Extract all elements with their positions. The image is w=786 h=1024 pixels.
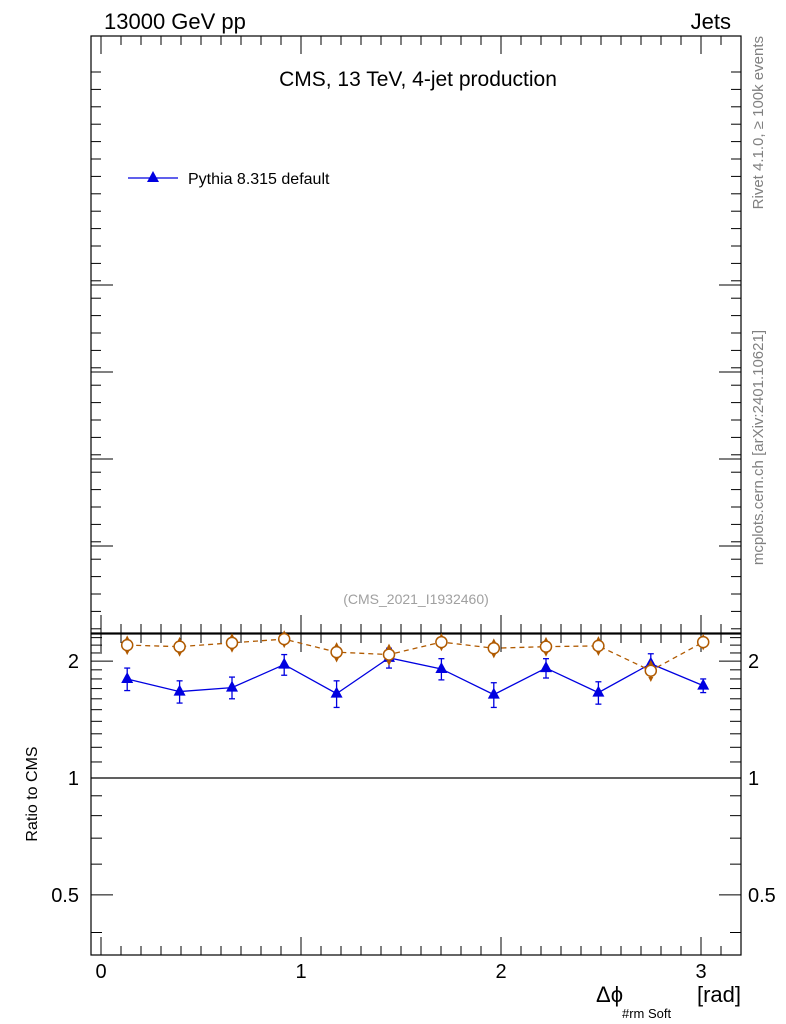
series-line [127, 638, 704, 672]
main-y-ticks [91, 71, 741, 630]
data-point [278, 657, 291, 669]
data-point [696, 635, 710, 649]
ratio-y-tick-label: 2 [748, 651, 759, 673]
error-cap [491, 653, 497, 659]
data-point [173, 640, 186, 653]
error-cap [648, 659, 654, 665]
series-1 [120, 630, 710, 682]
data-point [330, 645, 343, 659]
x-axis-label-main: Δϕ [596, 982, 623, 1007]
ratio-axes: 0 1 2 3 0.5 0.5 1 1 2 2 [51, 36, 776, 983]
legend: Pythia 8.315 default [128, 171, 330, 188]
data-point [330, 686, 343, 698]
energy-label: 13000 GeV pp [104, 9, 246, 34]
error-cap [648, 676, 654, 682]
error-cap [229, 647, 235, 653]
data-point [592, 685, 605, 697]
ratio-y-tick-label: 1 [748, 768, 759, 790]
series-0 [121, 647, 710, 709]
ratio-series [120, 630, 710, 709]
ratio-y-tick-label: 2 [68, 651, 79, 673]
error-cap [543, 651, 549, 657]
x-axis-label-sub: #rm Soft [622, 1006, 672, 1021]
x-tick-label: 1 [295, 961, 306, 983]
error-cap [491, 638, 497, 644]
ratio-y-tick-label: 0.5 [748, 885, 776, 907]
rivet-label: Rivet 4.1.0, ≥ 100k events [750, 36, 767, 209]
ratio-y-tick-label: 1 [68, 768, 79, 790]
ratio-ylabel: Ratio to CMS [24, 746, 41, 841]
x-tick-label: 2 [495, 961, 506, 983]
legend-marker [147, 171, 159, 182]
ratio-y-tick-label: 0.5 [51, 885, 79, 907]
data-point [487, 641, 501, 655]
data-point [173, 684, 186, 696]
data-point [382, 648, 396, 661]
data-point [540, 661, 552, 673]
error-cap [334, 642, 340, 648]
data-point [644, 664, 658, 677]
error-cap [595, 650, 601, 656]
data-point [697, 678, 710, 690]
data-point [277, 632, 291, 646]
data-point [487, 687, 500, 699]
ratio-panel-frame [90, 633, 742, 956]
x-axis-label-unit: [rad] [697, 982, 741, 1007]
chart-title: CMS, 13 TeV, 4-jet production [279, 68, 557, 91]
category-label: Jets [691, 9, 731, 34]
data-point [120, 638, 134, 652]
x-tick-label: 3 [695, 961, 706, 983]
x-tick-label: 0 [95, 961, 106, 983]
data-point [226, 680, 238, 692]
data-point [539, 640, 553, 653]
error-cap [334, 657, 340, 663]
error-cap [177, 651, 183, 657]
main-panel-frame [90, 35, 742, 634]
error-cap [386, 643, 392, 649]
data-point [592, 639, 605, 653]
mcplots-label: mcplots.cern.ch [arXiv:2401.10621] [750, 330, 767, 565]
data-point [435, 661, 448, 673]
data-point [121, 671, 134, 683]
data-point [225, 636, 239, 650]
series-line [127, 657, 704, 696]
data-point [435, 635, 448, 649]
error-cap [124, 650, 130, 656]
legend-label: Pythia 8.315 default [188, 171, 330, 188]
analysis-id: (CMS_2021_I1932460) [343, 591, 489, 607]
error-cap [386, 660, 392, 666]
